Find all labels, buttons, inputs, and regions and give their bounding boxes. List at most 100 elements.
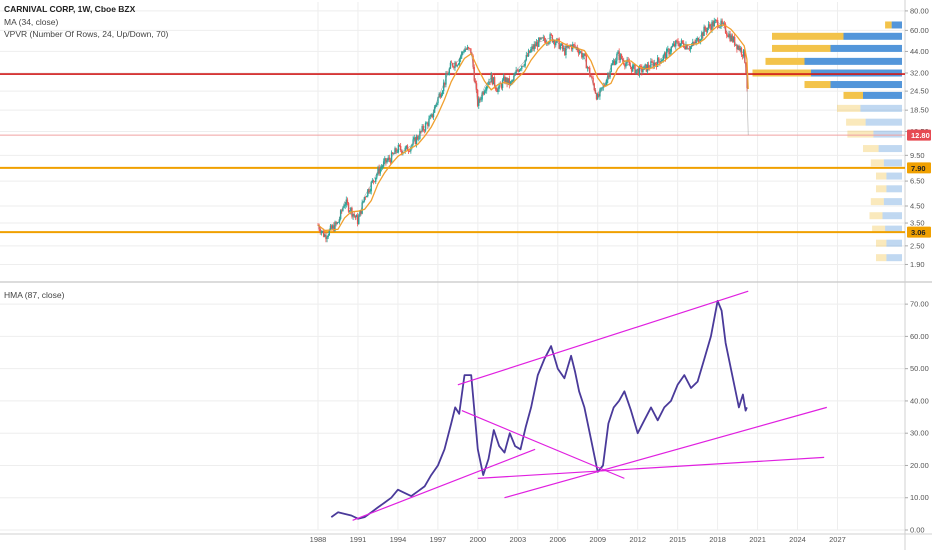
candle-body [733, 36, 736, 46]
candle-body [668, 48, 670, 55]
candle-body [589, 67, 591, 76]
candle-body [689, 46, 692, 50]
xtick-label-2018: 2018 [709, 535, 726, 544]
candle-body [411, 144, 413, 148]
vp-up-15 [882, 212, 902, 220]
candle-body [553, 40, 556, 46]
candle-body [350, 207, 352, 212]
candle-body [737, 45, 739, 50]
candle-body [375, 177, 377, 182]
candle-body [373, 181, 376, 182]
price-label-2: 3.06 [911, 228, 926, 237]
candle-body [578, 51, 581, 54]
candle-body [724, 24, 727, 34]
candle-body [543, 37, 546, 41]
candle-body [661, 59, 663, 62]
candle-body [395, 148, 397, 153]
candle-body [726, 33, 728, 36]
candle-body [527, 50, 530, 57]
candle-body [583, 53, 585, 57]
candle-body [360, 210, 362, 214]
legend-ma: MA (34, close) [4, 17, 59, 27]
candle-body [681, 40, 684, 43]
ytick-label-top-12: 1.90 [910, 260, 925, 269]
candle-body [431, 114, 434, 118]
candle-body [561, 43, 564, 49]
candle-body [709, 24, 711, 27]
candle-body [697, 37, 700, 44]
vp-up-6 [863, 91, 902, 99]
trendline-3 [477, 456, 825, 479]
candle-body [636, 68, 638, 70]
candle-body [693, 42, 695, 43]
candle-body [380, 167, 383, 169]
candle-body [492, 77, 495, 85]
candle-body [480, 99, 482, 101]
candle-body [653, 62, 655, 68]
xtick-label-1991: 1991 [350, 535, 367, 544]
vp-up-16 [885, 225, 902, 233]
vp-up-7 [860, 104, 902, 112]
candle-body [607, 75, 609, 80]
candle-body [370, 182, 372, 192]
candle-body [385, 158, 387, 163]
candle-body [651, 61, 653, 63]
candle-body [501, 80, 504, 88]
candle-body [615, 60, 617, 65]
candle-body [710, 26, 712, 30]
xtick-label-1988: 1988 [310, 535, 327, 544]
vp-down-2 [772, 44, 831, 52]
candle-body [671, 45, 674, 47]
candle-body [644, 64, 646, 66]
candle-body [592, 77, 594, 84]
candle-body [432, 112, 435, 118]
candle-body [699, 39, 702, 42]
candle-body [449, 62, 452, 69]
candle-body [715, 20, 718, 21]
candle-body [610, 65, 612, 72]
candle-body [522, 65, 524, 67]
candle-body [735, 44, 737, 46]
ytick-label-top-5: 18.50 [910, 106, 929, 115]
price-label-1: 7.90 [911, 164, 926, 173]
xtick-label-2027: 2027 [829, 535, 846, 544]
ytick-label-bot-0: 70.00 [910, 300, 929, 309]
candle-body [387, 157, 389, 161]
candle-body [684, 47, 686, 50]
candle-body [574, 44, 576, 48]
candle-body [482, 92, 485, 95]
candle-body [736, 44, 738, 50]
vp-down-8 [846, 118, 866, 126]
candle-body [596, 93, 599, 100]
ytick-label-top-8: 6.50 [910, 177, 925, 186]
candle-body [550, 34, 552, 36]
candle-body [643, 65, 645, 71]
candle-body [369, 191, 371, 193]
ytick-label-top-1: 60.00 [910, 26, 929, 35]
candle-body [523, 65, 525, 67]
candle-body [567, 45, 569, 48]
vp-up-9 [873, 130, 902, 138]
xtick-label-2000: 2000 [469, 535, 486, 544]
candle-body [463, 51, 465, 53]
candle-body [458, 58, 461, 65]
vp-up-3 [804, 57, 902, 65]
candle-body [475, 83, 478, 90]
candle-body [363, 197, 366, 202]
candle-body [466, 47, 469, 50]
candle-body [361, 202, 363, 214]
legend-vpvr: VPVR (Number Of Rows, 24, Up/Down, 70) [4, 29, 169, 39]
candle-body [496, 89, 498, 93]
candle-body [714, 20, 717, 21]
candle-body [442, 82, 445, 92]
candle-body [704, 26, 706, 30]
candle-body [420, 131, 422, 132]
candle-body [445, 73, 447, 85]
candle-body [419, 131, 421, 139]
candle-body [705, 29, 708, 32]
candle-body [662, 55, 665, 60]
trendline-2 [352, 448, 536, 521]
candle-body [606, 79, 608, 86]
candle-body [584, 53, 586, 56]
